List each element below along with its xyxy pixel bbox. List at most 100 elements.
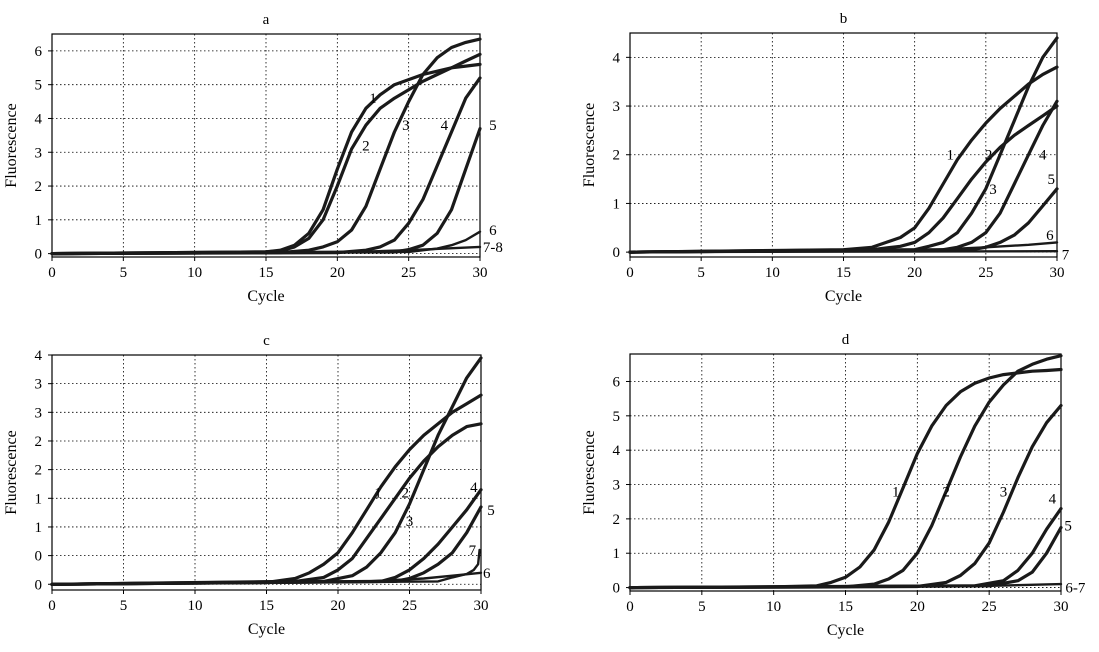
x-tick-label: 0 (48, 598, 56, 614)
x-tick-label: 30 (1050, 265, 1065, 281)
curve-label: 7-8 (483, 240, 503, 256)
y-tick-label: 2 (35, 179, 43, 195)
y-tick-label: 2 (613, 148, 621, 164)
x-tick-label: 0 (626, 599, 634, 615)
x-tick-label: 10 (188, 598, 203, 614)
curve-label: 4 (1039, 148, 1047, 164)
curve-label: 6 (1046, 228, 1054, 244)
y-axis-label: Fluorescence (581, 430, 598, 514)
y-tick-label: 2 (35, 463, 43, 479)
curve-label: 7 (469, 543, 477, 559)
chart-title: a (263, 12, 270, 28)
x-tick-label: 25 (982, 599, 997, 615)
y-tick-label: 1 (613, 546, 621, 562)
curve-label: 4 (470, 480, 478, 496)
curve-label: 4 (441, 118, 449, 134)
series-line-7-8 (50, 245, 482, 255)
curve-label: 1 (374, 486, 382, 502)
x-tick-label: 20 (330, 265, 345, 281)
y-tick-label: 5 (613, 409, 621, 425)
curve-label: 2 (401, 486, 409, 502)
series-line-3 (50, 356, 483, 586)
series-line-7 (50, 548, 481, 586)
series-line-3 (628, 403, 1063, 590)
series-line-3 (628, 36, 1059, 254)
curve-label: 2 (985, 148, 993, 164)
curve-label: 3 (406, 514, 414, 530)
series-line-5 (628, 187, 1059, 254)
x-tick-label: 20 (331, 598, 346, 614)
x-tick-label: 15 (259, 265, 274, 281)
x-tick-label: 10 (765, 265, 780, 281)
curve-label: 5 (1064, 519, 1072, 535)
y-tick-label: 6 (613, 374, 621, 390)
x-tick-label: 20 (910, 599, 925, 615)
y-tick-label: 1 (35, 520, 43, 536)
x-axis-label: Cycle (825, 288, 862, 305)
x-axis-label: Cycle (247, 288, 284, 305)
y-tick-label: 3 (613, 478, 621, 494)
series-line-7 (628, 249, 1059, 254)
series-line-5 (50, 505, 483, 586)
y-tick-label: 4 (35, 111, 43, 127)
series-line-2 (50, 52, 482, 256)
curve-label: 1 (892, 484, 900, 500)
series-line-6-7 (628, 582, 1063, 589)
x-tick-label: 0 (48, 265, 56, 281)
curve-label: 3 (1000, 484, 1008, 500)
y-tick-label: 0 (35, 577, 43, 593)
curve-label: 7 (1062, 248, 1070, 264)
x-tick-label: 0 (626, 265, 634, 281)
y-tick-label: 6 (35, 44, 43, 60)
series-line-1 (628, 65, 1059, 254)
x-tick-label: 25 (402, 598, 417, 614)
x-tick-label: 30 (474, 598, 489, 614)
curve-label: 3 (989, 182, 997, 198)
y-tick-label: 3 (35, 145, 43, 161)
y-tick-label: 0 (35, 549, 43, 565)
y-tick-label: 1 (35, 213, 43, 229)
x-tick-label: 5 (120, 265, 128, 281)
curve-label: 2 (362, 139, 370, 155)
series-line-3 (50, 37, 482, 256)
curve-label: 5 (487, 503, 495, 519)
y-tick-label: 3 (35, 377, 43, 393)
x-tick-label: 15 (836, 265, 851, 281)
x-axis-label: Cycle (248, 621, 285, 638)
x-tick-label: 25 (401, 265, 416, 281)
y-tick-label: 0 (613, 581, 621, 597)
series-line-2 (628, 354, 1063, 590)
y-axis-label: Fluorescence (3, 430, 20, 514)
curve-label: 6 (489, 223, 497, 239)
curve-label: 5 (489, 118, 497, 134)
y-tick-label: 1 (35, 491, 43, 507)
curve-label: 4 (1049, 491, 1057, 507)
y-tick-label: 5 (35, 78, 43, 94)
y-tick-label: 0 (35, 247, 43, 263)
y-axis-label: Fluorescence (3, 103, 20, 187)
curve-label: 1 (369, 91, 377, 107)
chart-title: b (840, 11, 848, 27)
chart-panel-a: 0 5 10 15 20 25 30 0 1 2 3 4 5 6 a Cycle Fluorescence 1 2 3… (3, 12, 503, 305)
x-tick-label: 20 (907, 265, 922, 281)
x-tick-label: 10 (766, 599, 781, 615)
y-tick-label: 4 (35, 348, 43, 364)
chart-title: d (842, 332, 850, 348)
x-tick-label: 5 (698, 599, 706, 615)
curve-label: 3 (402, 118, 410, 134)
y-tick-label: 3 (613, 99, 621, 115)
y-tick-label: 3 (35, 405, 43, 421)
x-tick-label: 10 (187, 265, 202, 281)
curve-label: 6 (483, 566, 491, 582)
y-tick-label: 2 (613, 512, 621, 528)
x-tick-label: 30 (1054, 599, 1069, 615)
x-tick-label: 5 (120, 598, 128, 614)
chart-title: c (263, 333, 270, 349)
x-axis-label: Cycle (827, 622, 864, 639)
x-tick-label: 15 (259, 598, 274, 614)
y-tick-label: 2 (35, 434, 43, 450)
